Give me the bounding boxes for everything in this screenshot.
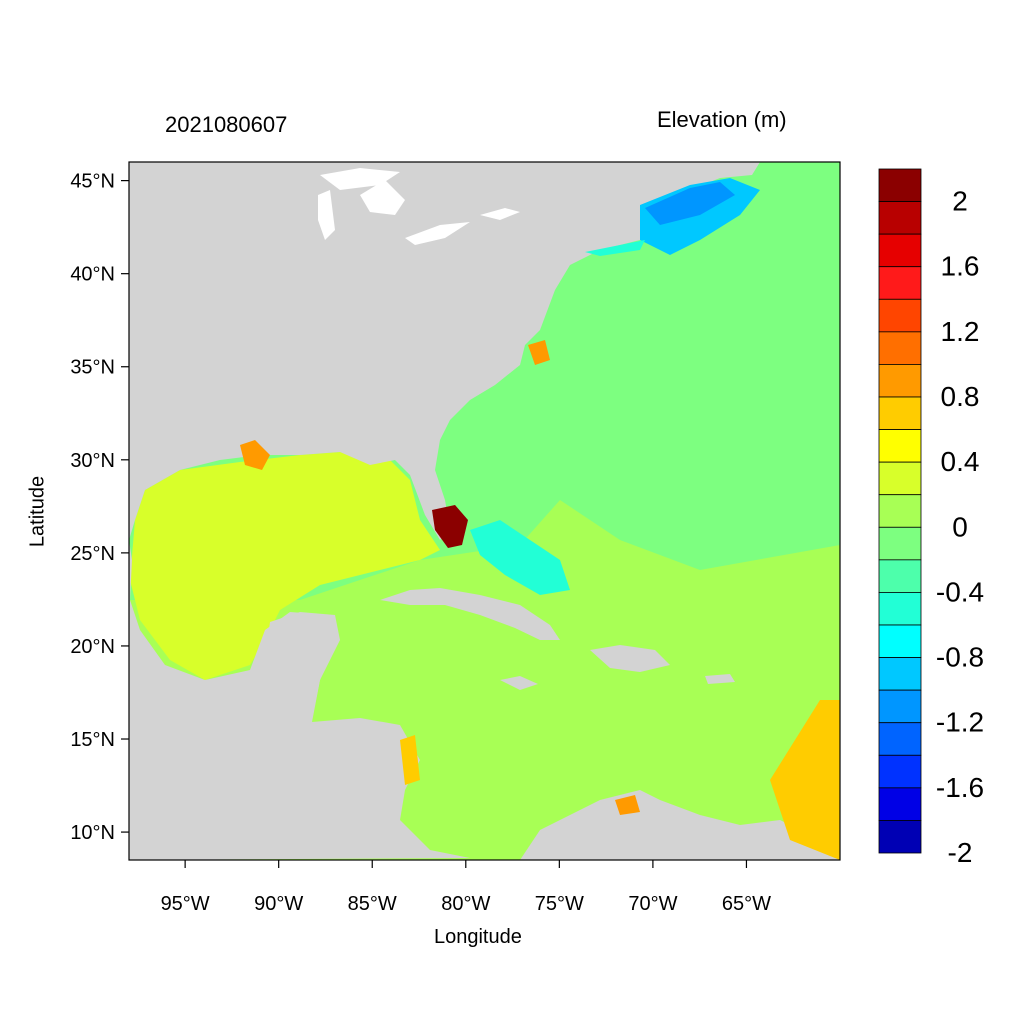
colorbar-segment	[878, 461, 922, 496]
colorbar-segment	[878, 624, 922, 658]
colorbar-segment	[878, 657, 922, 691]
colorbar-segment	[878, 168, 922, 202]
y-tick-label: 45°N	[70, 171, 115, 193]
colorbar-label: -1.6	[936, 772, 984, 803]
x-tick-label: 65°W	[722, 893, 771, 915]
south-america-land	[520, 790, 840, 860]
colorbar-segment	[878, 689, 922, 724]
colorbar: 2 1.6 1.2 0.8 0.4 0 -0.4 -0.8 -1.2 -1.6 -2	[878, 168, 984, 868]
x-tick-label: 80°W	[441, 893, 490, 915]
colorbar-segment	[878, 754, 922, 789]
x-tick-label: 90°W	[254, 893, 303, 915]
colorbar-label: 0.8	[941, 381, 980, 412]
puerto-rico-land	[705, 674, 735, 684]
yucatan-land	[265, 612, 340, 720]
y-tick-label: 15°N	[70, 729, 115, 751]
honduras-surge	[400, 735, 420, 785]
colorbar-segment	[878, 429, 922, 463]
colorbar-label: 0	[952, 511, 968, 542]
lake-ontario	[480, 208, 520, 220]
y-axis-label: Latitude	[26, 475, 49, 548]
x-tick-label: 70°W	[628, 893, 677, 915]
colorbar-segment	[878, 592, 922, 626]
colorbar-segment	[878, 787, 922, 821]
y-tick-label: 30°N	[70, 450, 115, 472]
colorbar-label: -1.2	[936, 707, 984, 738]
timestamp-title: 2021080607	[165, 112, 288, 137]
colorbar-segment	[878, 494, 922, 528]
lesser-antilles-surge	[770, 700, 840, 860]
colorbar-segment	[878, 396, 922, 430]
gulf-of-maine-strong-negative-anomaly	[645, 182, 735, 225]
lake-huron	[360, 180, 405, 215]
y-tick-label: 35°N	[70, 357, 115, 379]
y-tick-label: 40°N	[70, 264, 115, 286]
colorbar-segment	[878, 298, 922, 333]
colorbar-label: -0.8	[936, 642, 984, 673]
variable-title: Elevation (m)	[657, 107, 787, 132]
north-america-land	[129, 162, 760, 540]
y-tick-label: 20°N	[70, 636, 115, 658]
x-axis-ticks: 95°W 90°W 85°W 80°W 75°W 70°W 65°W	[161, 860, 771, 915]
y-tick-label: 10°N	[70, 822, 115, 844]
colorbar-segment	[878, 364, 922, 398]
map-area	[129, 162, 840, 860]
x-tick-label: 75°W	[535, 893, 584, 915]
lake-erie	[405, 222, 470, 245]
colorbar-segment	[878, 526, 922, 561]
florida-surge	[432, 505, 468, 548]
colorbar-segment	[878, 820, 922, 854]
louisiana-surge	[240, 440, 270, 470]
x-tick-label: 85°W	[348, 893, 397, 915]
colorbar-segment	[878, 559, 922, 593]
colorbar-label: 1.6	[941, 251, 980, 282]
bahamas-negative-anomaly	[470, 520, 570, 595]
y-axis-ticks: 45°N 40°N 35°N 30°N 25°N 20°N 15°N 10°N	[70, 171, 129, 844]
y-tick-label: 25°N	[70, 543, 115, 565]
long-island-sound-anomaly	[585, 240, 645, 256]
plot-frame	[128, 161, 841, 861]
cuba-land	[380, 588, 560, 640]
lake-michigan	[318, 190, 335, 240]
colorbar-segment	[878, 331, 922, 365]
colorbar-label: 2	[952, 186, 968, 217]
colorbar-label: -2	[948, 837, 973, 868]
x-tick-label: 95°W	[161, 893, 210, 915]
colorbar-segment	[878, 201, 922, 235]
venezuela-surge	[615, 795, 640, 815]
hispaniola-land	[590, 645, 670, 672]
colorbar-segment	[878, 266, 922, 300]
carolina-surge	[528, 340, 550, 365]
jamaica-land	[500, 676, 538, 690]
colorbar-segment	[878, 233, 922, 268]
colorbar-label: 0.4	[941, 446, 980, 477]
colorbar-label: -0.4	[936, 576, 984, 607]
colorbar-segment	[878, 722, 922, 756]
gulf-of-mexico	[130, 452, 440, 680]
x-axis-label: Longitude	[434, 926, 522, 948]
colorbar-label: 1.2	[941, 316, 980, 347]
